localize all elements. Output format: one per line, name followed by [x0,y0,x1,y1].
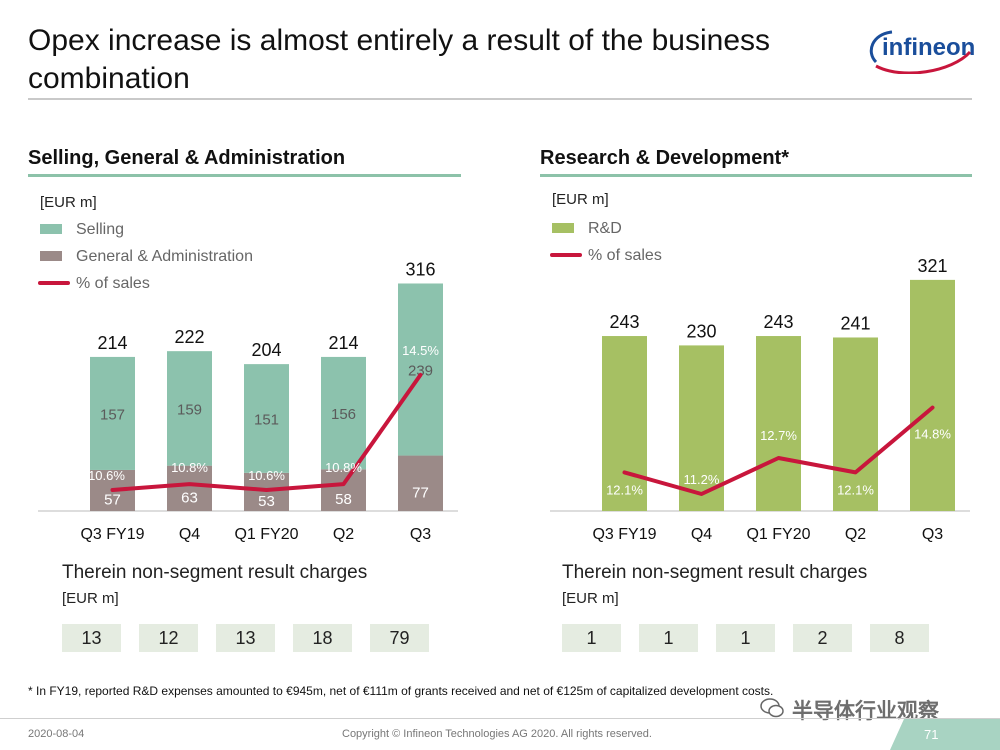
rnd-x-tick-1: Q4 [691,526,712,543]
charge-value-3: 2 [793,624,852,652]
rnd-x-tick-3: Q2 [845,526,866,543]
charge-value-1: 12 [139,624,198,652]
rnd-total-label-3: 241 [840,313,870,333]
rnd-chart: [EUR m] R&D % of sales 243 Q3 FY19 230 Q4 243 Q1… [540,180,980,555]
sga-pct-label-2: 10.6% [248,468,285,483]
sga-seg-label-0-4: 77 [412,484,429,501]
charge-value-0: 1 [562,624,621,652]
sga-total-label-1: 222 [174,327,204,347]
rnd-x-tick-0: Q3 FY19 [592,526,656,543]
rnd-chart-svg: [EUR m] R&D % of sales 243 Q3 FY19 230 Q4 243 Q1… [550,191,970,543]
footnote: * In FY19, reported R&D expenses amounte… [28,684,774,698]
rnd-bar-0-0 [602,336,647,511]
rnd-section-divider [540,174,972,177]
sga-seg-label-0-1: 63 [181,489,198,506]
rnd-bar-0-3 [833,337,878,511]
sga-pct-label-1: 10.8% [171,460,208,475]
rnd-legend-swatch-0 [552,223,574,233]
sga-section-divider [28,174,461,177]
sga-legend-label-0: General & Administration [76,248,253,265]
footer-date: 2020-08-04 [28,728,85,740]
rnd-total-label-1: 230 [686,321,716,341]
charge-value-4: 79 [370,624,429,652]
rnd-bar-0-2 [756,336,801,511]
sga-x-tick-2: Q1 FY20 [234,526,298,543]
rnd-total-label-4: 321 [917,256,947,276]
rnd-legend-line-label: % of sales [588,247,662,264]
rnd-x-tick-2: Q1 FY20 [746,526,810,543]
logo-text: infineon [882,34,974,61]
charge-value-2: 13 [216,624,275,652]
sga-charges-unit: [EUR m] [62,590,119,607]
sga-legend-swatch-1 [40,224,62,234]
sga-bar-1-3 [321,356,366,470]
chat-bubble-icon [760,698,784,718]
sga-total-label-4: 316 [405,259,435,279]
page-number-box [890,719,1000,750]
sga-seg-label-1-4: 239 [408,363,433,380]
sga-pct-label-3: 10.8% [325,460,362,475]
rnd-charges-unit: [EUR m] [562,590,619,607]
page-title: Opex increase is almost entirely a resul… [28,24,771,95]
sga-chart-svg: [EUR m] Selling General & Administration % … [38,194,458,543]
sga-seg-label-0-0: 57 [104,491,121,508]
sga-pct-line [110,372,423,492]
sga-legend-label-1: Selling [76,221,124,238]
sga-pct-label-0: 10.6% [88,468,125,483]
rnd-charges-label: Therein non-segment result charges [562,562,868,583]
charge-value-2: 1 [716,624,775,652]
sga-total-label-2: 204 [251,340,281,360]
footer-copyright: Copyright © Infineon Technologies AG 202… [342,728,652,740]
infineon-logo: infineon [862,22,975,75]
sga-seg-label-1-1: 159 [177,401,202,418]
charge-value-4: 8 [870,624,929,652]
rnd-pct-line [622,405,935,496]
rnd-x-tick-4: Q3 [922,526,943,543]
charge-value-1: 1 [639,624,698,652]
sga-chart: [EUR m] Selling General & Administration % … [28,180,468,555]
sga-bar-1-2 [244,364,289,473]
sga-bar-1-1 [167,351,212,466]
sga-seg-label-0-3: 58 [335,491,352,508]
sga-x-tick-1: Q4 [179,526,200,543]
watermark-text: 半导体行业观察 [792,700,939,723]
sga-charges-label: Therein non-segment result charges [62,562,368,583]
rnd-section-title: Research & Development* [540,147,789,169]
sga-seg-label-1-0: 157 [100,406,125,423]
sga-x-tick-0: Q3 FY19 [80,526,144,543]
sga-seg-label-0-2: 53 [258,493,275,510]
sga-section-title: Selling, General & Administration [28,147,346,169]
sga-bar-0-1 [167,465,212,511]
sga-total-label-3: 214 [328,333,358,353]
charge-value-0: 13 [62,624,121,652]
sga-bar-1-4 [398,283,443,456]
rnd-pct-label-0: 12.1% [606,482,643,497]
sga-unit-label: [EUR m] [40,194,97,211]
page-number: 71 [924,727,939,742]
sga-bar-0-3 [321,469,366,511]
rnd-pct-label-3: 12.1% [837,482,874,497]
charge-value-3: 18 [293,624,352,652]
rnd-total-label-0: 243 [609,312,639,332]
sga-seg-label-1-2: 151 [254,411,279,428]
rnd-legend-label-0: R&D [588,220,622,237]
rnd-pct-label-2: 12.7% [760,428,797,443]
rnd-total-label-2: 243 [763,312,793,332]
sga-legend-swatch-0 [40,251,62,261]
footer-divider [0,718,1000,719]
rnd-pct-label-4: 14.8% [914,427,951,442]
sga-x-tick-4: Q3 [410,526,431,543]
sga-pct-label-4: 14.5% [402,343,439,358]
sga-bar-0-4 [398,455,443,511]
title-divider [28,98,972,100]
sga-x-tick-3: Q2 [333,526,354,543]
rnd-bar-0-1 [679,345,724,511]
sga-seg-label-1-3: 156 [331,406,356,423]
sga-total-label-0: 214 [97,333,127,353]
rnd-unit-label: [EUR m] [552,191,609,208]
rnd-pct-label-1: 11.2% [684,472,720,487]
sga-bar-1-0 [90,356,135,470]
sga-legend-line-label: % of sales [76,275,150,292]
rnd-bar-0-4 [910,279,955,511]
